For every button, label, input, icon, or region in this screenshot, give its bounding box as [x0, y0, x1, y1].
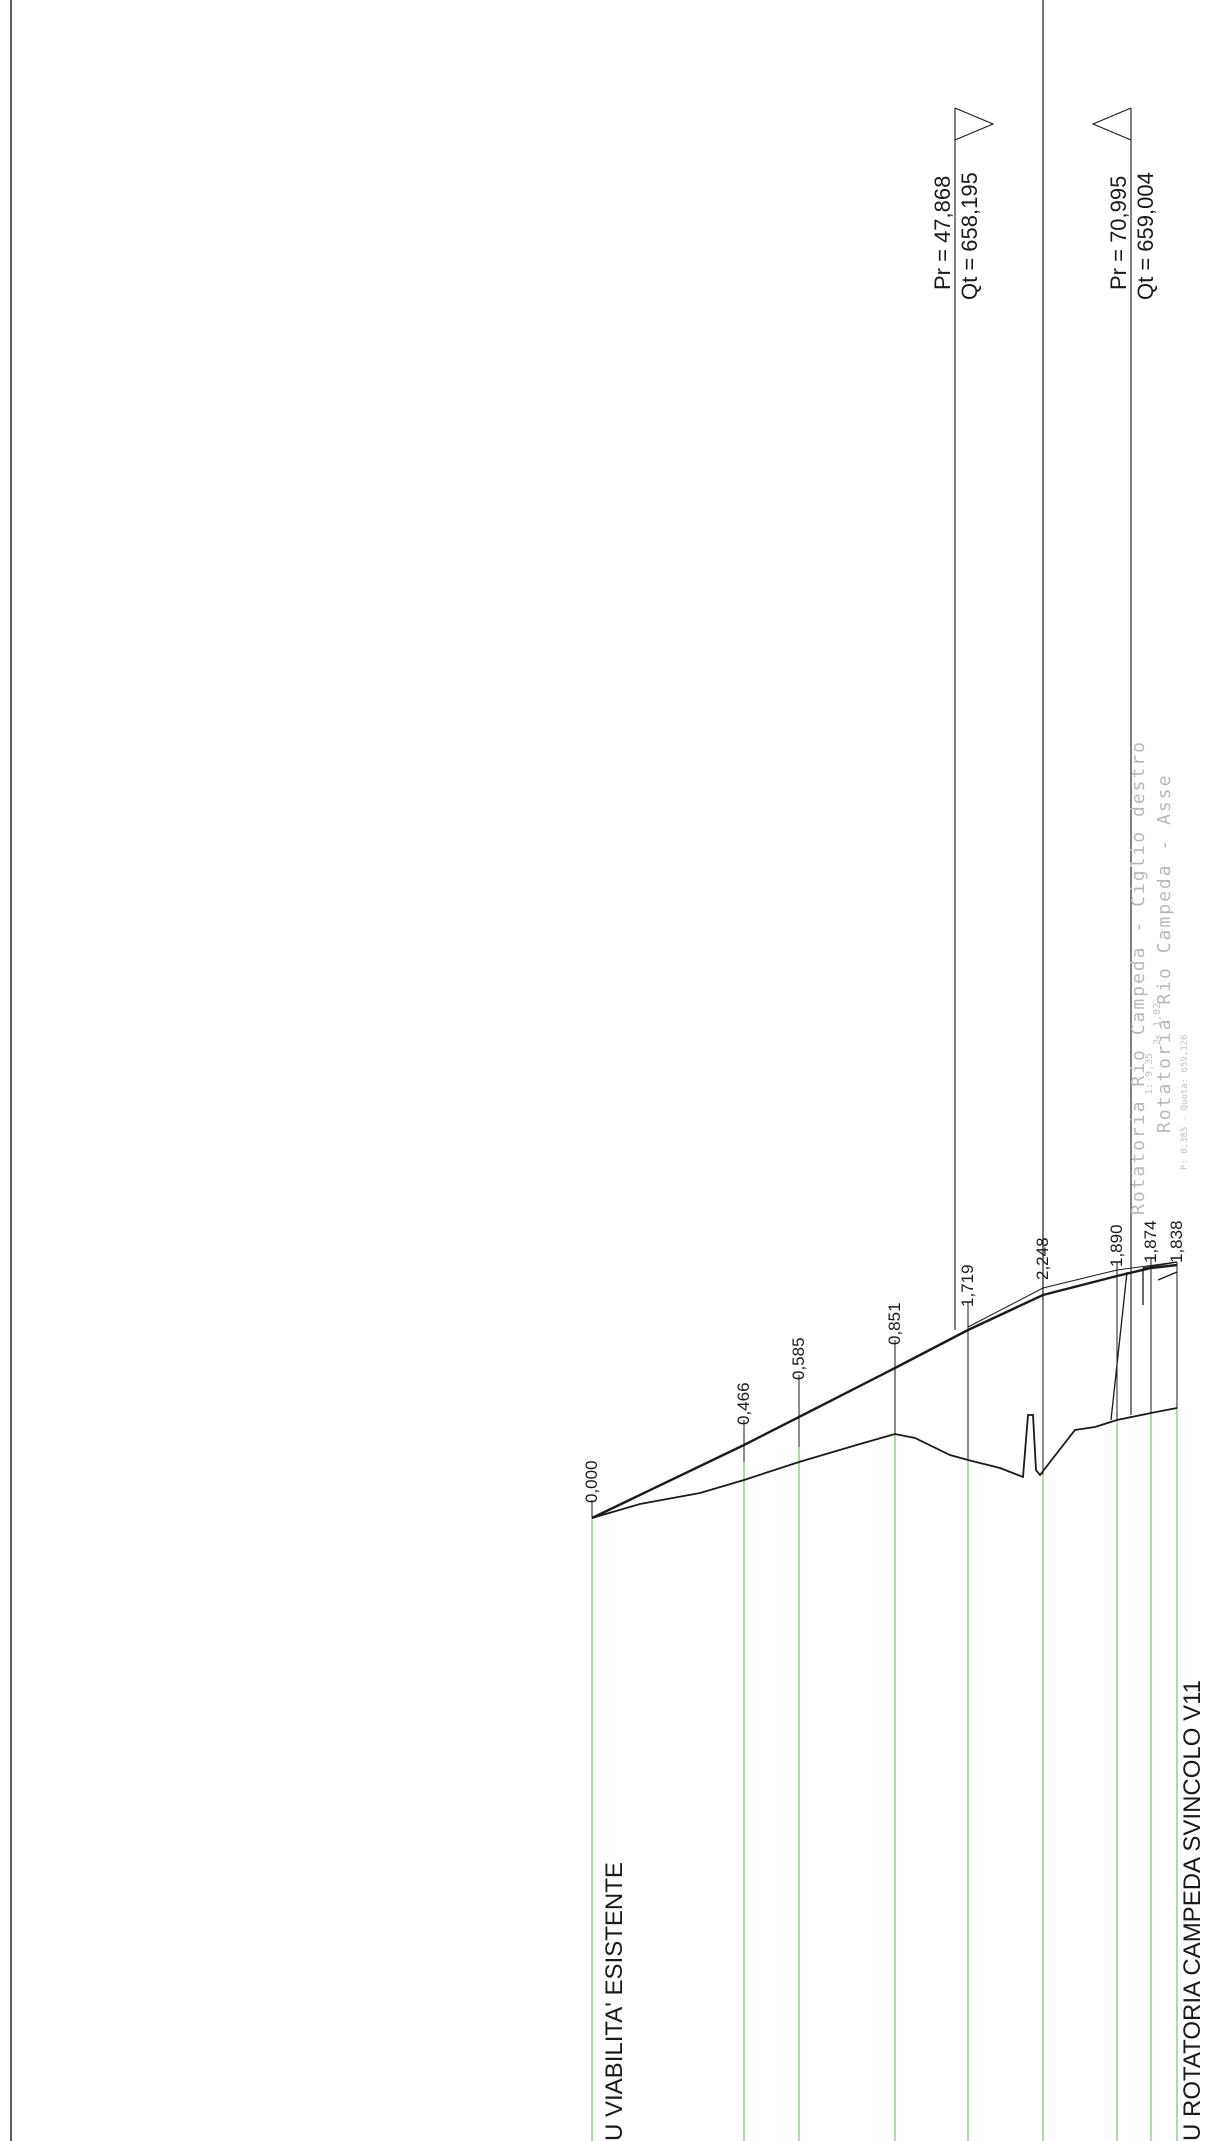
section-value-label: 0,466: [734, 1382, 753, 1425]
reference-qt-label: Qt = 658,195: [957, 172, 982, 300]
section-guide-lines: [591, 1408, 1178, 2141]
reference-pr-label: Pr = 70,995: [1106, 176, 1131, 290]
alignment-axis-label: Rotatoria Rio Campeda - Asse: [1154, 774, 1175, 1133]
alignment-fragment-label: 2: 1,82: [1152, 1003, 1163, 1045]
reference-qt-label: Qt = 659,004: [1133, 172, 1158, 300]
section-value-label: 0,000: [582, 1460, 601, 1503]
reference-labels: Pr = 47,868 Qt = 658,195 Pr = 70,995 Qt …: [930, 172, 1158, 300]
section-value-label: 0,585: [789, 1337, 808, 1380]
section-value-label: 0,851: [885, 1302, 904, 1345]
roundabout-label: U ROTATORIA CAMPEDA SVINCOLO V11: [1179, 1680, 1206, 2141]
reference-pr-label: Pr = 47,868: [930, 176, 955, 290]
section-value-label: 1,874: [1141, 1220, 1160, 1263]
alignment-edge-label: Rotatoria Rio Campeda - Ciglio destro: [1128, 740, 1149, 1215]
reference-triangle-2: [1091, 107, 1132, 141]
reference-triangle-1: [954, 107, 995, 141]
section-labels: 0,000 0,466 0,585 0,851 1,719 2,248 1,89…: [582, 1220, 1186, 1503]
detail-line: [1142, 1261, 1178, 1269]
section-value-label: 1,719: [958, 1264, 977, 1307]
project-profile-edge: [967, 1261, 1178, 1328]
section-value-label: 1,890: [1107, 1224, 1126, 1267]
roundabout-detail: [1110, 1261, 1178, 1421]
existing-road-label: U VIABILITA' ESISTENTE: [601, 1862, 628, 2141]
alignment-fragment-label: P: 0,385 - Quota: 659,126: [1180, 1035, 1190, 1170]
detail-line: [1157, 1271, 1178, 1281]
terrain-profile-line: [591, 1407, 1178, 1519]
project-profile-line: [591, 1263, 1178, 1520]
section-ticks: [591, 1258, 1178, 1518]
alignment-fragment-label: 1: 9,35: [1144, 1053, 1155, 1095]
section-value-label: 2,248: [1033, 1237, 1052, 1280]
detail-line: [1110, 1271, 1128, 1421]
alignment-labels: Rotatoria Rio Campeda - Ciglio destro Ro…: [1128, 740, 1190, 1215]
section-value-label: 1,838: [1167, 1220, 1186, 1263]
